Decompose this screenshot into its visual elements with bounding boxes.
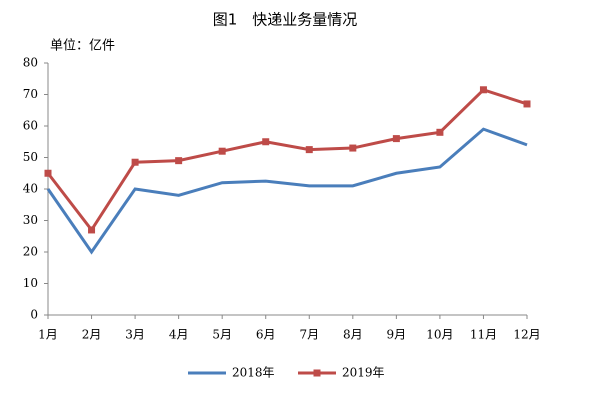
y-tick-label: 0 bbox=[30, 308, 38, 322]
point bbox=[523, 100, 531, 108]
point bbox=[305, 146, 313, 154]
chart-title: 图1 快递业务量情况 bbox=[213, 11, 358, 29]
point bbox=[479, 86, 487, 94]
legend-label: 2019年 bbox=[342, 366, 385, 380]
y-tick-label: 40 bbox=[23, 182, 38, 196]
point bbox=[436, 128, 444, 136]
legend-marker bbox=[313, 369, 321, 377]
x-tick-label: 5月 bbox=[212, 328, 232, 342]
y-tick-label: 70 bbox=[23, 87, 38, 101]
y-tick-label: 20 bbox=[23, 245, 38, 259]
point bbox=[88, 226, 96, 234]
x-tick-label: 1月 bbox=[38, 328, 58, 342]
x-tick-label: 6月 bbox=[256, 328, 276, 342]
series-line bbox=[46, 127, 528, 255]
y-tick-label: 80 bbox=[23, 56, 38, 70]
point bbox=[392, 135, 400, 143]
point bbox=[218, 147, 226, 155]
x-tick-label: 8月 bbox=[343, 328, 363, 342]
legend-label: 2018年 bbox=[232, 366, 275, 380]
x-tick-label: 11月 bbox=[470, 328, 497, 342]
point bbox=[349, 144, 357, 152]
point bbox=[175, 157, 183, 165]
x-tick-label: 10月 bbox=[426, 328, 453, 342]
y-axis-label: 单位：亿件 bbox=[50, 39, 115, 54]
point bbox=[131, 158, 139, 166]
x-tick-label: 2月 bbox=[82, 328, 102, 342]
x-tick-label: 9月 bbox=[387, 328, 407, 342]
x-tick-label: 3月 bbox=[125, 328, 145, 342]
y-tick-label: 10 bbox=[23, 276, 38, 290]
point bbox=[262, 138, 270, 146]
x-tick-label: 7月 bbox=[299, 328, 319, 342]
series-line bbox=[46, 88, 528, 233]
y-tick-label: 30 bbox=[23, 213, 38, 227]
point bbox=[44, 169, 52, 177]
x-tick-label: 12月 bbox=[513, 328, 540, 342]
y-tick-label: 50 bbox=[23, 150, 38, 164]
x-tick-label: 4月 bbox=[169, 328, 189, 342]
y-tick-label: 60 bbox=[23, 119, 38, 133]
